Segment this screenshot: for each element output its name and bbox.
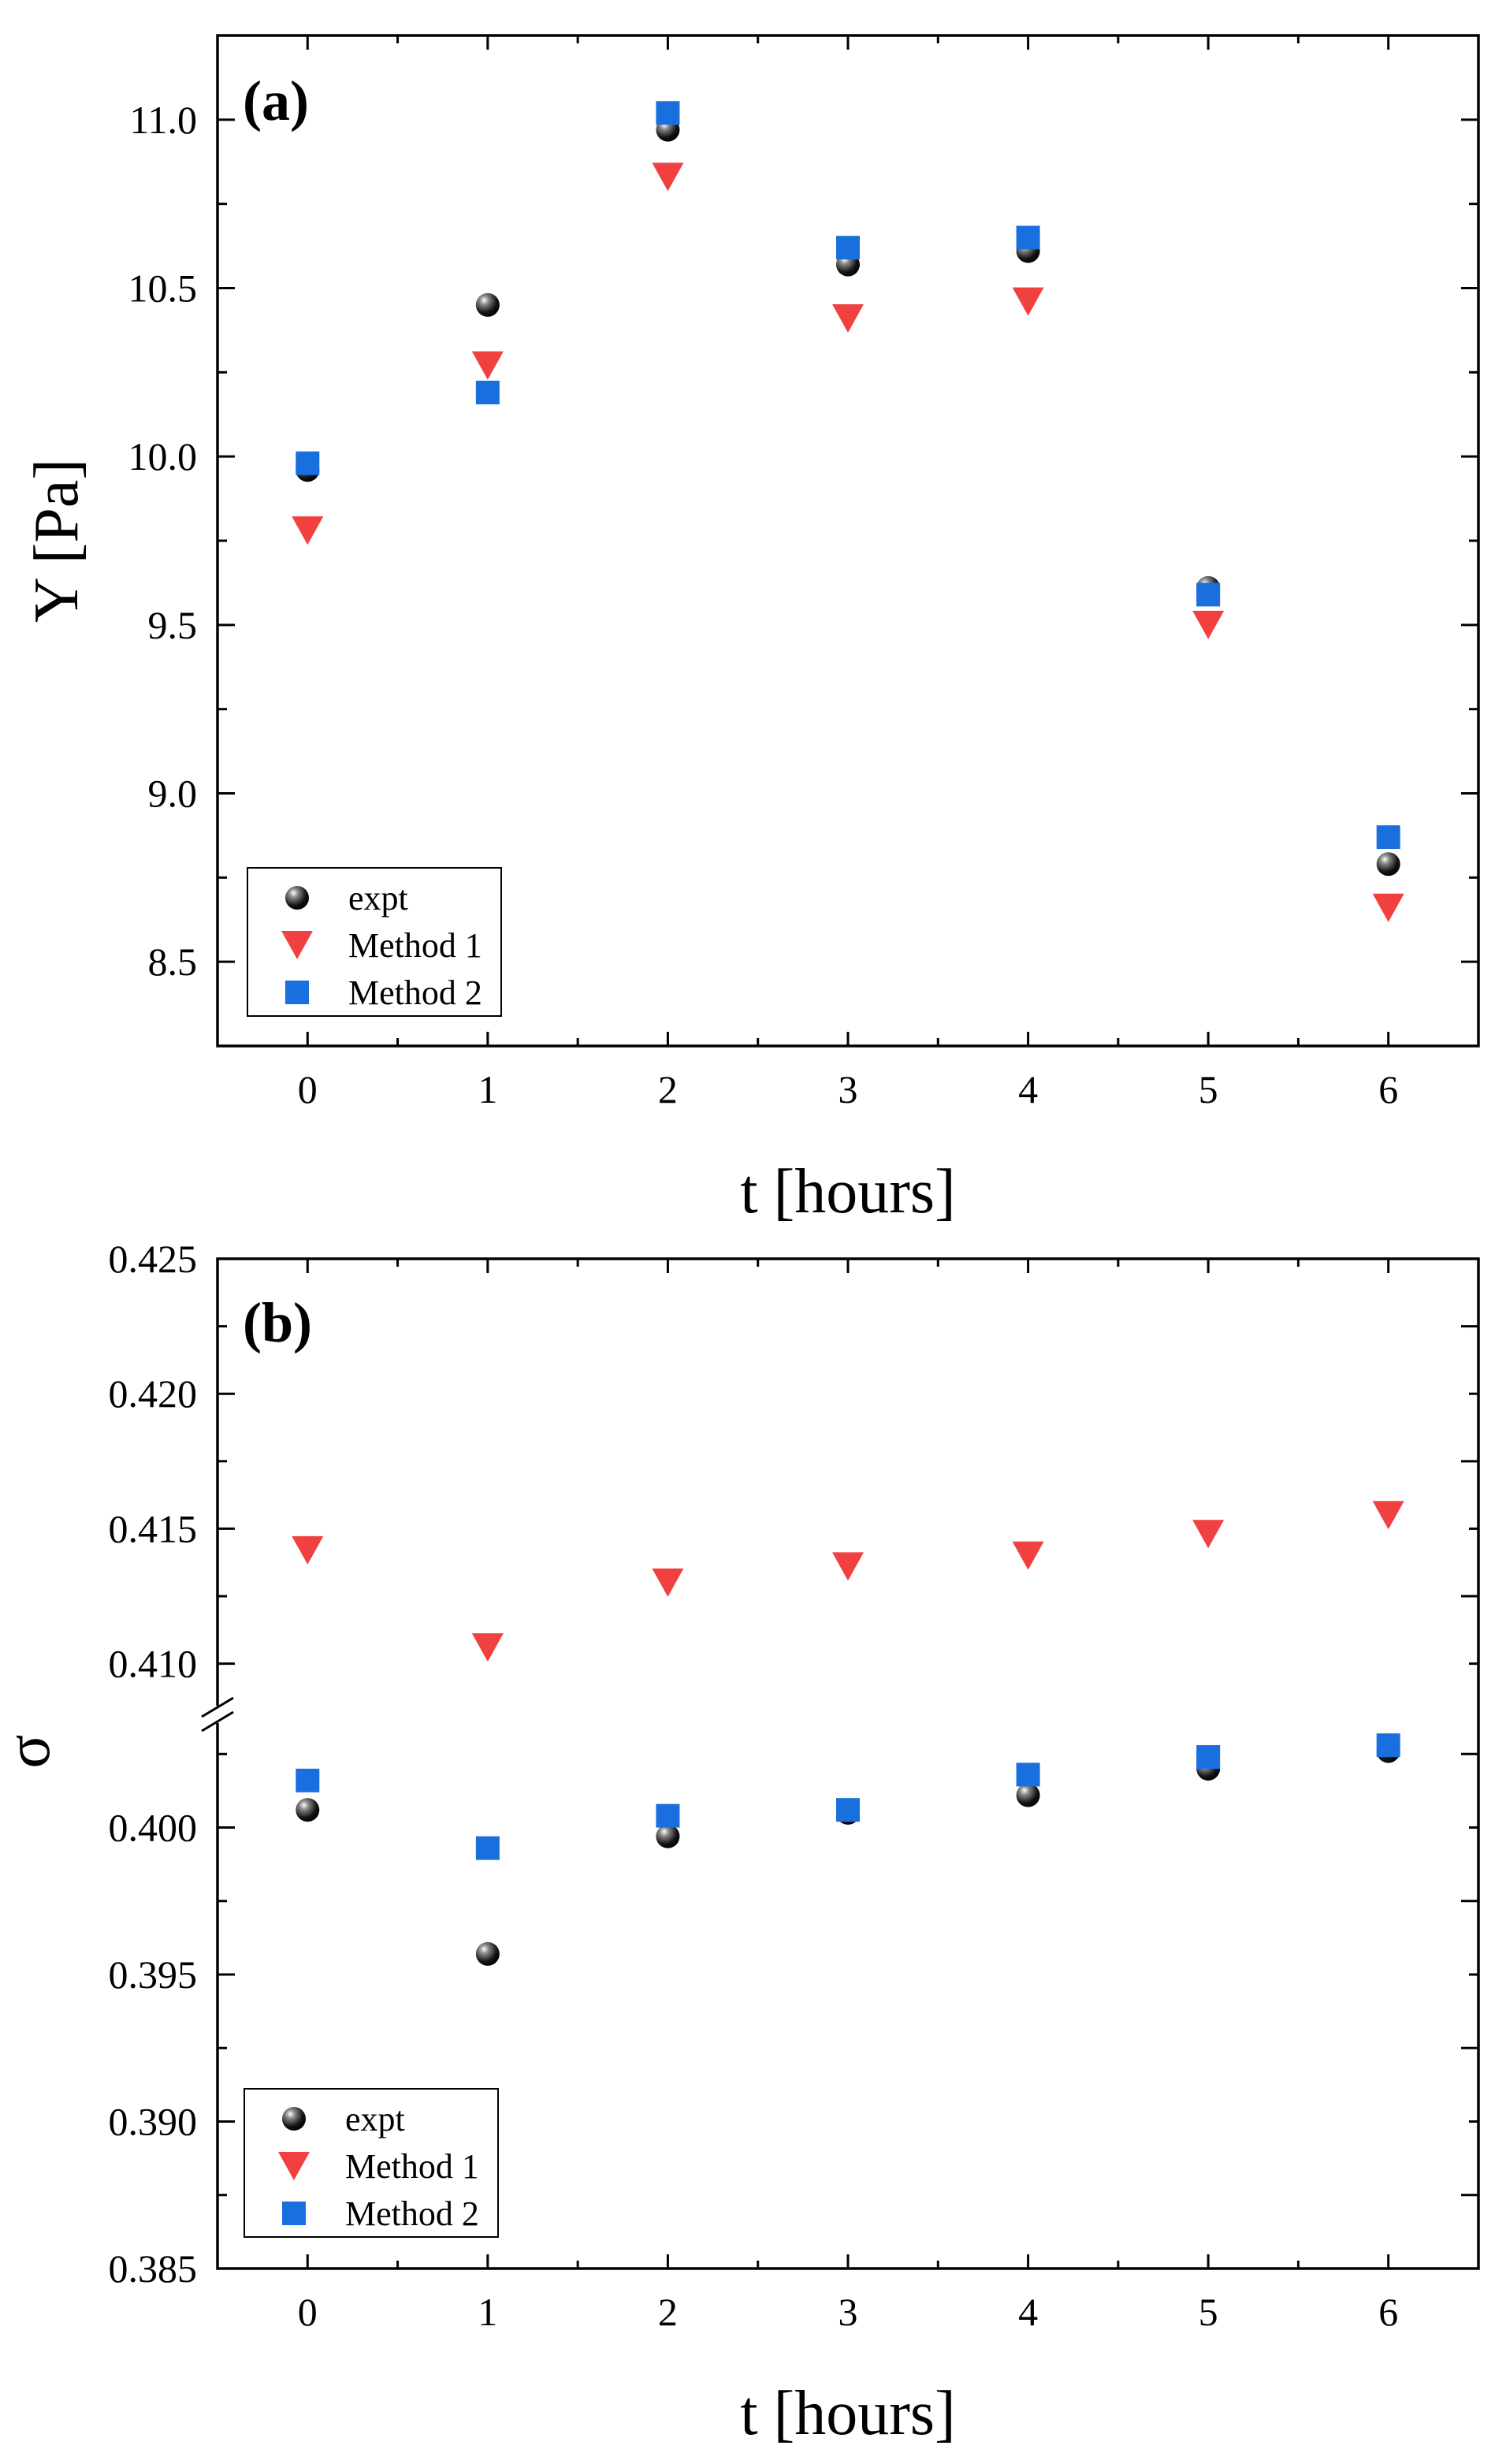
legend-label: Method 1 bbox=[348, 926, 482, 965]
x-axis-title: t [hours] bbox=[740, 1157, 955, 1226]
series-2-point bbox=[1376, 825, 1400, 850]
series-1-point bbox=[1192, 1520, 1225, 1549]
y-tick-label: 8.5 bbox=[148, 940, 198, 984]
x-tick-label: 3 bbox=[839, 1067, 858, 1111]
x-tick-label: 3 bbox=[839, 2290, 858, 2334]
y-tick-label: 0.390 bbox=[109, 2100, 198, 2144]
x-tick-label: 1 bbox=[478, 1067, 497, 1111]
series-1-point bbox=[652, 1568, 684, 1597]
y-tick-label: 0.410 bbox=[109, 1642, 198, 1686]
series-1-point bbox=[1192, 610, 1225, 639]
x-tick-label: 6 bbox=[1378, 1067, 1398, 1111]
y-tick-label: 0.385 bbox=[109, 2246, 198, 2291]
x-tick-label: 5 bbox=[1199, 2290, 1218, 2334]
legend-marker bbox=[278, 2152, 310, 2180]
series-0-point bbox=[475, 1941, 500, 1966]
legend-marker bbox=[282, 2107, 306, 2131]
legend-marker bbox=[285, 981, 309, 1004]
y-tick-label: 0.400 bbox=[109, 1806, 198, 1850]
y-tick-label: 0.415 bbox=[109, 1506, 198, 1550]
series-1-point bbox=[292, 516, 324, 545]
series-1-point bbox=[1372, 1501, 1404, 1530]
series-2-point bbox=[1016, 225, 1040, 250]
series-2-point bbox=[836, 236, 860, 260]
y-tick-label: 11.0 bbox=[129, 98, 197, 142]
series-2-point bbox=[1016, 1762, 1040, 1787]
panel-label: (a) bbox=[243, 69, 309, 132]
legend-marker bbox=[281, 931, 313, 959]
x-tick-label: 1 bbox=[478, 2290, 497, 2334]
y-tick-label: 0.425 bbox=[109, 1237, 198, 1281]
x-tick-label: 4 bbox=[1018, 2290, 1038, 2334]
axis-break-mark bbox=[201, 1696, 234, 1718]
legend-label: Method 1 bbox=[345, 2147, 479, 2186]
series-2-point bbox=[1376, 1733, 1400, 1758]
series-0-point bbox=[296, 1798, 320, 1822]
legend-marker bbox=[282, 2202, 306, 2225]
series-1-point bbox=[832, 1552, 864, 1581]
axis-break-mark bbox=[201, 1710, 234, 1733]
legend-label: expt bbox=[345, 2100, 405, 2138]
x-tick-label: 5 bbox=[1199, 1067, 1218, 1111]
series-2-point bbox=[296, 451, 320, 475]
series-1-point bbox=[292, 1535, 324, 1565]
legend-label: expt bbox=[348, 879, 408, 917]
y-axis-title: Y [Pa] bbox=[22, 459, 91, 623]
series-1-point bbox=[652, 162, 684, 192]
y-tick-label: 0.395 bbox=[109, 1952, 198, 1997]
series-2-point bbox=[1196, 1745, 1221, 1770]
series-1-point bbox=[471, 1633, 504, 1662]
series-1-point bbox=[1012, 1541, 1044, 1570]
series-1-point bbox=[832, 303, 864, 333]
series-1-point bbox=[1012, 287, 1044, 316]
x-tick-label: 0 bbox=[298, 1067, 318, 1111]
series-2-point bbox=[1196, 583, 1221, 607]
x-axis-title: t [hours] bbox=[740, 2379, 955, 2448]
legend-marker bbox=[285, 886, 309, 910]
series-0-point bbox=[1376, 852, 1400, 877]
x-tick-label: 2 bbox=[658, 1067, 678, 1111]
series-2-point bbox=[656, 1803, 680, 1828]
x-tick-label: 2 bbox=[658, 2290, 678, 2334]
series-2-point bbox=[656, 101, 680, 125]
series-0-point bbox=[475, 292, 500, 317]
series-2-point bbox=[296, 1768, 320, 1792]
x-tick-label: 4 bbox=[1018, 1067, 1038, 1111]
series-1-point bbox=[1372, 893, 1404, 922]
y-tick-label: 10.0 bbox=[128, 434, 198, 478]
series-2-point bbox=[836, 1798, 860, 1822]
y-tick-label: 9.0 bbox=[148, 772, 198, 816]
y-tick-label: 9.5 bbox=[148, 603, 198, 647]
panel-a: 8.5 9.0 9.5 10.0 10.5 11.0 0 1 2 3 4 5 6 (a) t [hours]… bbox=[22, 34, 1480, 1226]
y-tick-label: 10.5 bbox=[128, 266, 198, 311]
series-2-point bbox=[475, 380, 500, 404]
panel-b: 0.385 0.390 0.395 0.400 0.410 0.415 0.420 0.425… bbox=[0, 1237, 1480, 2448]
series-1-point bbox=[471, 351, 504, 380]
legend-label: Method 2 bbox=[348, 973, 482, 1012]
series-2-point bbox=[475, 1836, 500, 1860]
y-axis-title: σ bbox=[0, 1734, 63, 1768]
x-tick-label: 0 bbox=[298, 2290, 318, 2334]
y-tick-label: 0.420 bbox=[109, 1372, 198, 1416]
series-0-point bbox=[656, 1824, 680, 1848]
legend-label: Method 2 bbox=[345, 2194, 479, 2233]
x-tick-label: 6 bbox=[1378, 2290, 1398, 2334]
series-0-point bbox=[1016, 1783, 1040, 1807]
panel-label: (b) bbox=[243, 1291, 312, 1354]
